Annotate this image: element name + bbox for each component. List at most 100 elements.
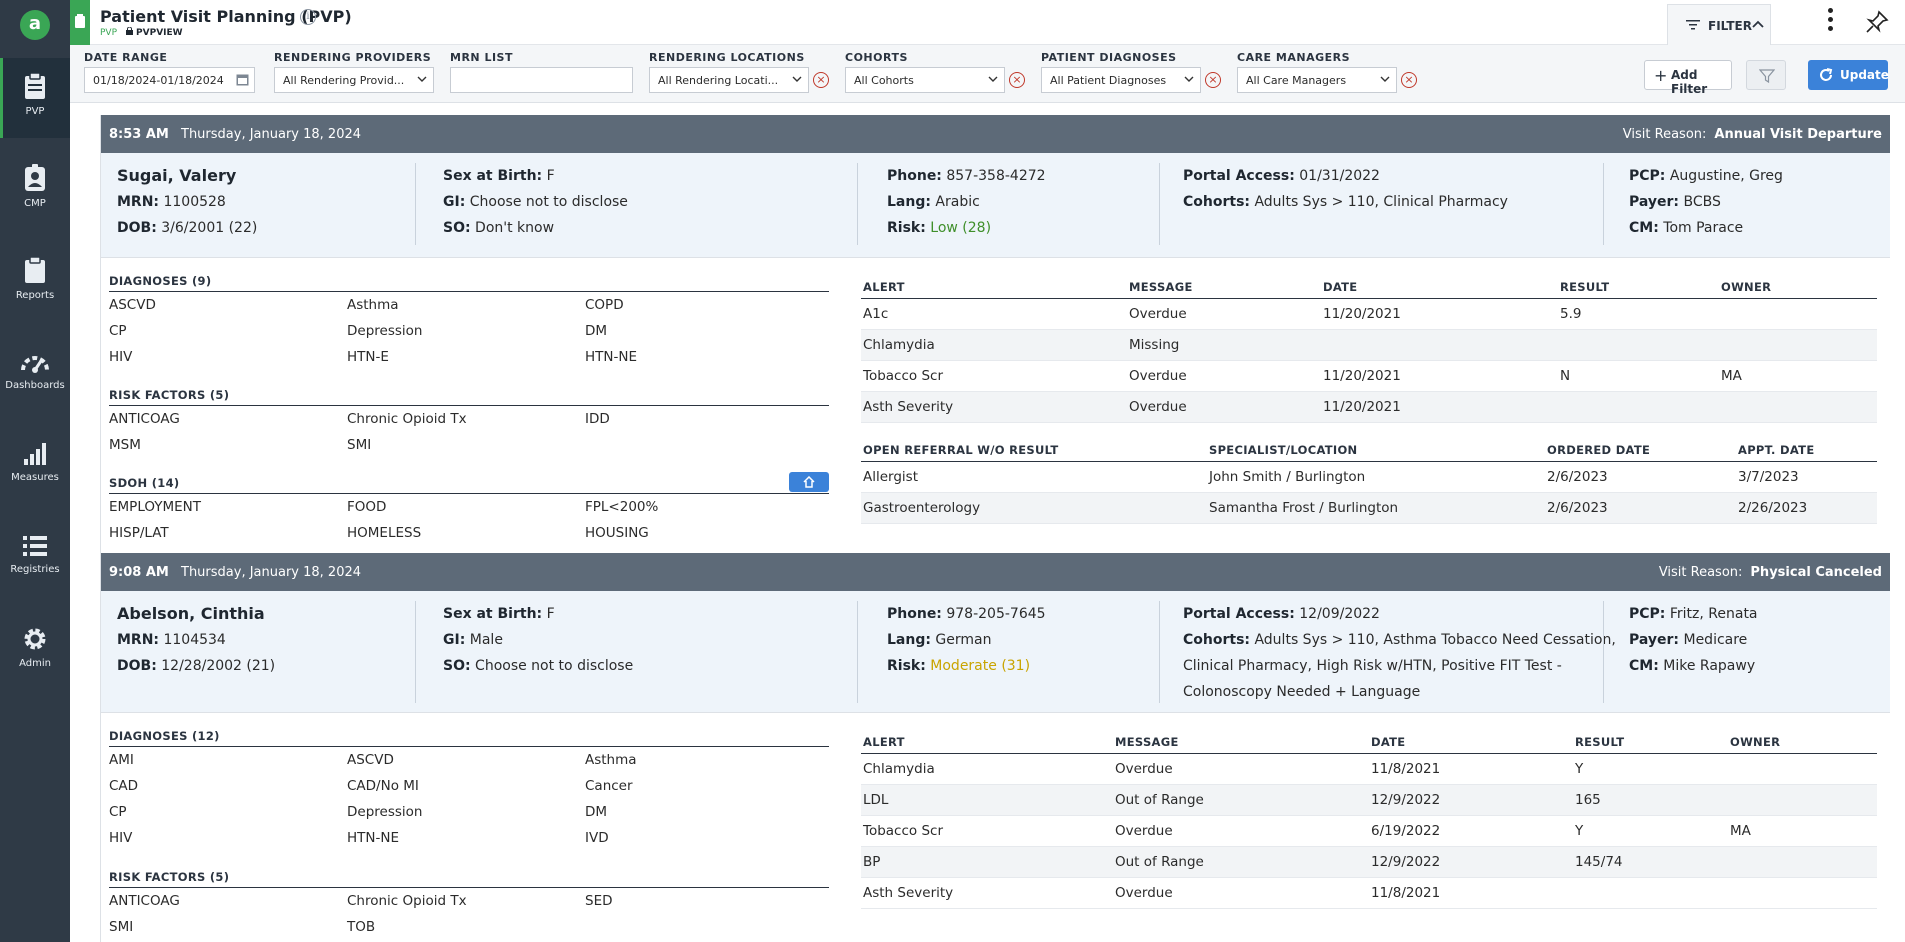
module-badge: [70, 0, 90, 45]
table-header-row: OPEN REFERRAL W/O RESULT SPECIALIST/LOCAT…: [861, 439, 1877, 462]
cell: [1558, 391, 1719, 423]
nav-item-cmp[interactable]: CMP: [0, 152, 70, 232]
sex-value: F: [546, 168, 555, 184]
nav-label-registries: Registries: [10, 564, 60, 575]
visit-reason-value: Physical Canceled: [1750, 565, 1882, 580]
table-row[interactable]: Tobacco Scr Overdue 11/20/2021 N MA: [861, 360, 1877, 392]
cell: Missing: [1127, 329, 1321, 361]
portal-value: 12/09/2022: [1299, 606, 1380, 622]
cell: Out of Range: [1113, 846, 1369, 878]
calendar-icon[interactable]: [236, 73, 249, 86]
cell: Chronic Opioid Tx: [347, 893, 467, 909]
cell: 11/8/2021: [1369, 753, 1573, 785]
table-row[interactable]: Allergist John Smith / Burlington 2/6/2023…: [861, 461, 1877, 493]
chevron-down-icon: [1380, 76, 1390, 82]
cell: Overdue: [1127, 360, 1321, 392]
patient-diagnoses-select[interactable]: All Patient Diagnoses: [1041, 67, 1201, 93]
cell: HIV: [109, 349, 133, 365]
app-logo[interactable]: a: [20, 10, 50, 40]
list-item: HIV HTN-NE IVD: [109, 825, 829, 851]
info-icon[interactable]: i: [300, 9, 316, 25]
sdoh-home-button[interactable]: [789, 472, 829, 492]
rendering-locations-value: All Rendering Locati...: [658, 74, 779, 87]
rendering-providers-select[interactable]: All Rendering Provid...: [274, 67, 434, 93]
dob-label: DOB:: [117, 220, 157, 236]
diagnoses-heading: DIAGNOSES (9): [109, 274, 829, 292]
date-range-label: DATE RANGE: [84, 51, 168, 64]
refresh-icon: [1820, 68, 1833, 81]
table-row[interactable]: Asth Severity Overdue 11/20/2021: [861, 391, 1877, 423]
visit-header-bar[interactable]: 9:08 AM Thursday, January 18, 2024 Visit…: [101, 553, 1890, 591]
clear-diagnoses-icon[interactable]: ×: [1205, 72, 1221, 88]
table-row[interactable]: Tobacco Scr Overdue 6/19/2022 Y MA: [861, 815, 1877, 847]
cell: CAD/No MI: [347, 778, 419, 794]
date-range-input[interactable]: 01/18/2024-01/18/2024: [84, 67, 255, 93]
nav-item-admin[interactable]: Admin: [0, 614, 70, 694]
portal-value: 01/31/2022: [1299, 168, 1380, 184]
rendering-providers-value: All Rendering Provid...: [283, 74, 405, 87]
mrn-list-input[interactable]: [450, 67, 633, 93]
col-owner: OWNER: [1719, 276, 1877, 299]
page-title: Patient Visit Planning (PVP): [100, 7, 352, 26]
table-row[interactable]: Chlamydia Overdue 11/8/2021 Y: [861, 753, 1877, 785]
phone-label: Phone:: [887, 606, 942, 622]
pcp-value: Augustine, Greg: [1669, 168, 1783, 184]
add-filter-button[interactable]: + Add Filter: [1644, 60, 1732, 96]
col-result: RESULT: [1573, 731, 1728, 754]
more-options-icon[interactable]: [1825, 8, 1835, 36]
clear-locations-icon[interactable]: ×: [813, 72, 829, 88]
dob-label: DOB:: [117, 658, 157, 674]
nav-item-dashboards[interactable]: Dashboards: [0, 338, 70, 418]
cell: 11/20/2021: [1321, 298, 1558, 330]
cell: 2/26/2023: [1736, 492, 1877, 524]
nav-item-reports[interactable]: Reports: [0, 244, 70, 324]
clear-cohorts-icon[interactable]: ×: [1009, 72, 1025, 88]
cm-label: CM:: [1629, 220, 1659, 236]
visit-header-bar[interactable]: 8:53 AM Thursday, January 18, 2024 Visit…: [101, 115, 1890, 153]
sex-value: F: [546, 606, 555, 622]
cell: N: [1558, 360, 1719, 392]
cell: HTN-NE: [585, 349, 637, 365]
care-managers-select[interactable]: All Care Managers: [1237, 67, 1397, 93]
cohorts-value: Adults Sys > 110, Clinical Pharmacy: [1254, 194, 1508, 210]
table-row[interactable]: BP Out of Range 12/9/2022 145/74: [861, 846, 1877, 878]
patient-name[interactable]: Abelson, Cinthia: [117, 604, 265, 623]
nav-label-cmp: CMP: [24, 198, 46, 209]
table-row[interactable]: A1c Overdue 11/20/2021 5.9: [861, 298, 1877, 330]
table-row[interactable]: LDL Out of Range 12/9/2022 165: [861, 784, 1877, 816]
chevron-down-icon: [988, 76, 998, 82]
patient-name[interactable]: Sugai, Valery: [117, 166, 237, 185]
cell: [1728, 753, 1877, 785]
list-item: EMPLOYMENT FOOD FPL<200%: [109, 494, 829, 520]
clear-care-managers-icon[interactable]: ×: [1401, 72, 1417, 88]
update-button[interactable]: Update: [1808, 60, 1889, 90]
filter-toggle-tab[interactable]: FILTER: [1667, 4, 1771, 45]
funnel-filter-button[interactable]: [1746, 60, 1786, 90]
nav-item-registries[interactable]: Registries: [0, 522, 70, 602]
list-icon: [23, 536, 47, 556]
nav-label-measures: Measures: [11, 472, 59, 483]
patient-contact: Phone: 978-205-7645 Lang: German Risk: M…: [887, 601, 1046, 679]
list-item: SMI TOB: [109, 914, 829, 940]
table-row[interactable]: Chlamydia Missing: [861, 329, 1877, 361]
cell: 11/8/2021: [1369, 877, 1573, 909]
nav-label-dashboards: Dashboards: [5, 380, 65, 391]
pin-icon[interactable]: [1865, 10, 1889, 34]
nav-label-reports: Reports: [15, 290, 55, 301]
table-row[interactable]: Asth Severity Overdue 11/8/2021: [861, 877, 1877, 909]
table-row[interactable]: Gastroenterology Samantha Frost / Burling…: [861, 492, 1877, 524]
mrn-list-filter: MRN LIST: [450, 51, 513, 67]
col-referral: OPEN REFERRAL W/O RESULT: [861, 439, 1207, 462]
patient-diagnoses-value: All Patient Diagnoses: [1050, 74, 1167, 87]
visit-details: DIAGNOSES (9) ASCVD Asthma COPD CP Depressi…: [101, 258, 1890, 553]
nav-item-measures[interactable]: Measures: [0, 430, 70, 510]
cell: Overdue: [1127, 391, 1321, 423]
cohorts-select[interactable]: All Cohorts: [845, 67, 1005, 93]
nav-item-pvp[interactable]: PVP: [0, 58, 70, 138]
cell: Asthma: [585, 752, 637, 768]
gi-value: Choose not to disclose: [469, 194, 628, 210]
rendering-locations-select[interactable]: All Rendering Locati...: [649, 67, 809, 93]
so-label: SO:: [443, 220, 471, 236]
risk-value: Moderate (31): [930, 658, 1031, 674]
phone-label: Phone:: [887, 168, 942, 184]
